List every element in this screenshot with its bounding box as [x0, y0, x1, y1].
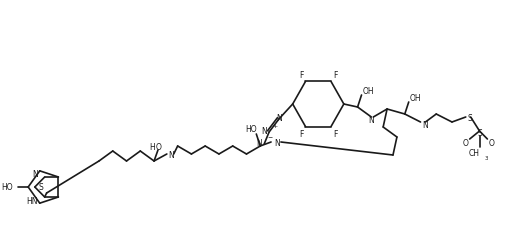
Text: HO: HO — [245, 125, 257, 134]
Text: +: + — [271, 123, 277, 128]
Text: F: F — [299, 71, 303, 80]
Text: S: S — [476, 129, 481, 138]
Text: −: − — [267, 134, 272, 139]
Text: O: O — [156, 142, 161, 151]
Text: 3: 3 — [484, 155, 487, 160]
Text: H: H — [149, 142, 155, 151]
Text: N: N — [273, 139, 279, 148]
Text: OH: OH — [362, 86, 374, 95]
Text: F: F — [299, 130, 303, 138]
Text: N: N — [32, 170, 38, 179]
Text: F: F — [332, 130, 336, 138]
Text: HN: HN — [26, 196, 38, 205]
Text: OH: OH — [409, 93, 420, 102]
Text: N: N — [256, 138, 262, 147]
Text: HO: HO — [1, 183, 12, 192]
Text: N: N — [368, 115, 374, 124]
Text: CH: CH — [468, 149, 478, 158]
Text: N: N — [261, 126, 267, 135]
Text: S: S — [467, 113, 471, 122]
Text: N: N — [275, 113, 281, 122]
Text: N: N — [167, 150, 173, 159]
Text: N: N — [421, 120, 428, 129]
Text: O: O — [488, 139, 493, 148]
Text: F: F — [332, 71, 336, 80]
Text: S: S — [39, 183, 43, 192]
Text: O: O — [462, 139, 468, 148]
